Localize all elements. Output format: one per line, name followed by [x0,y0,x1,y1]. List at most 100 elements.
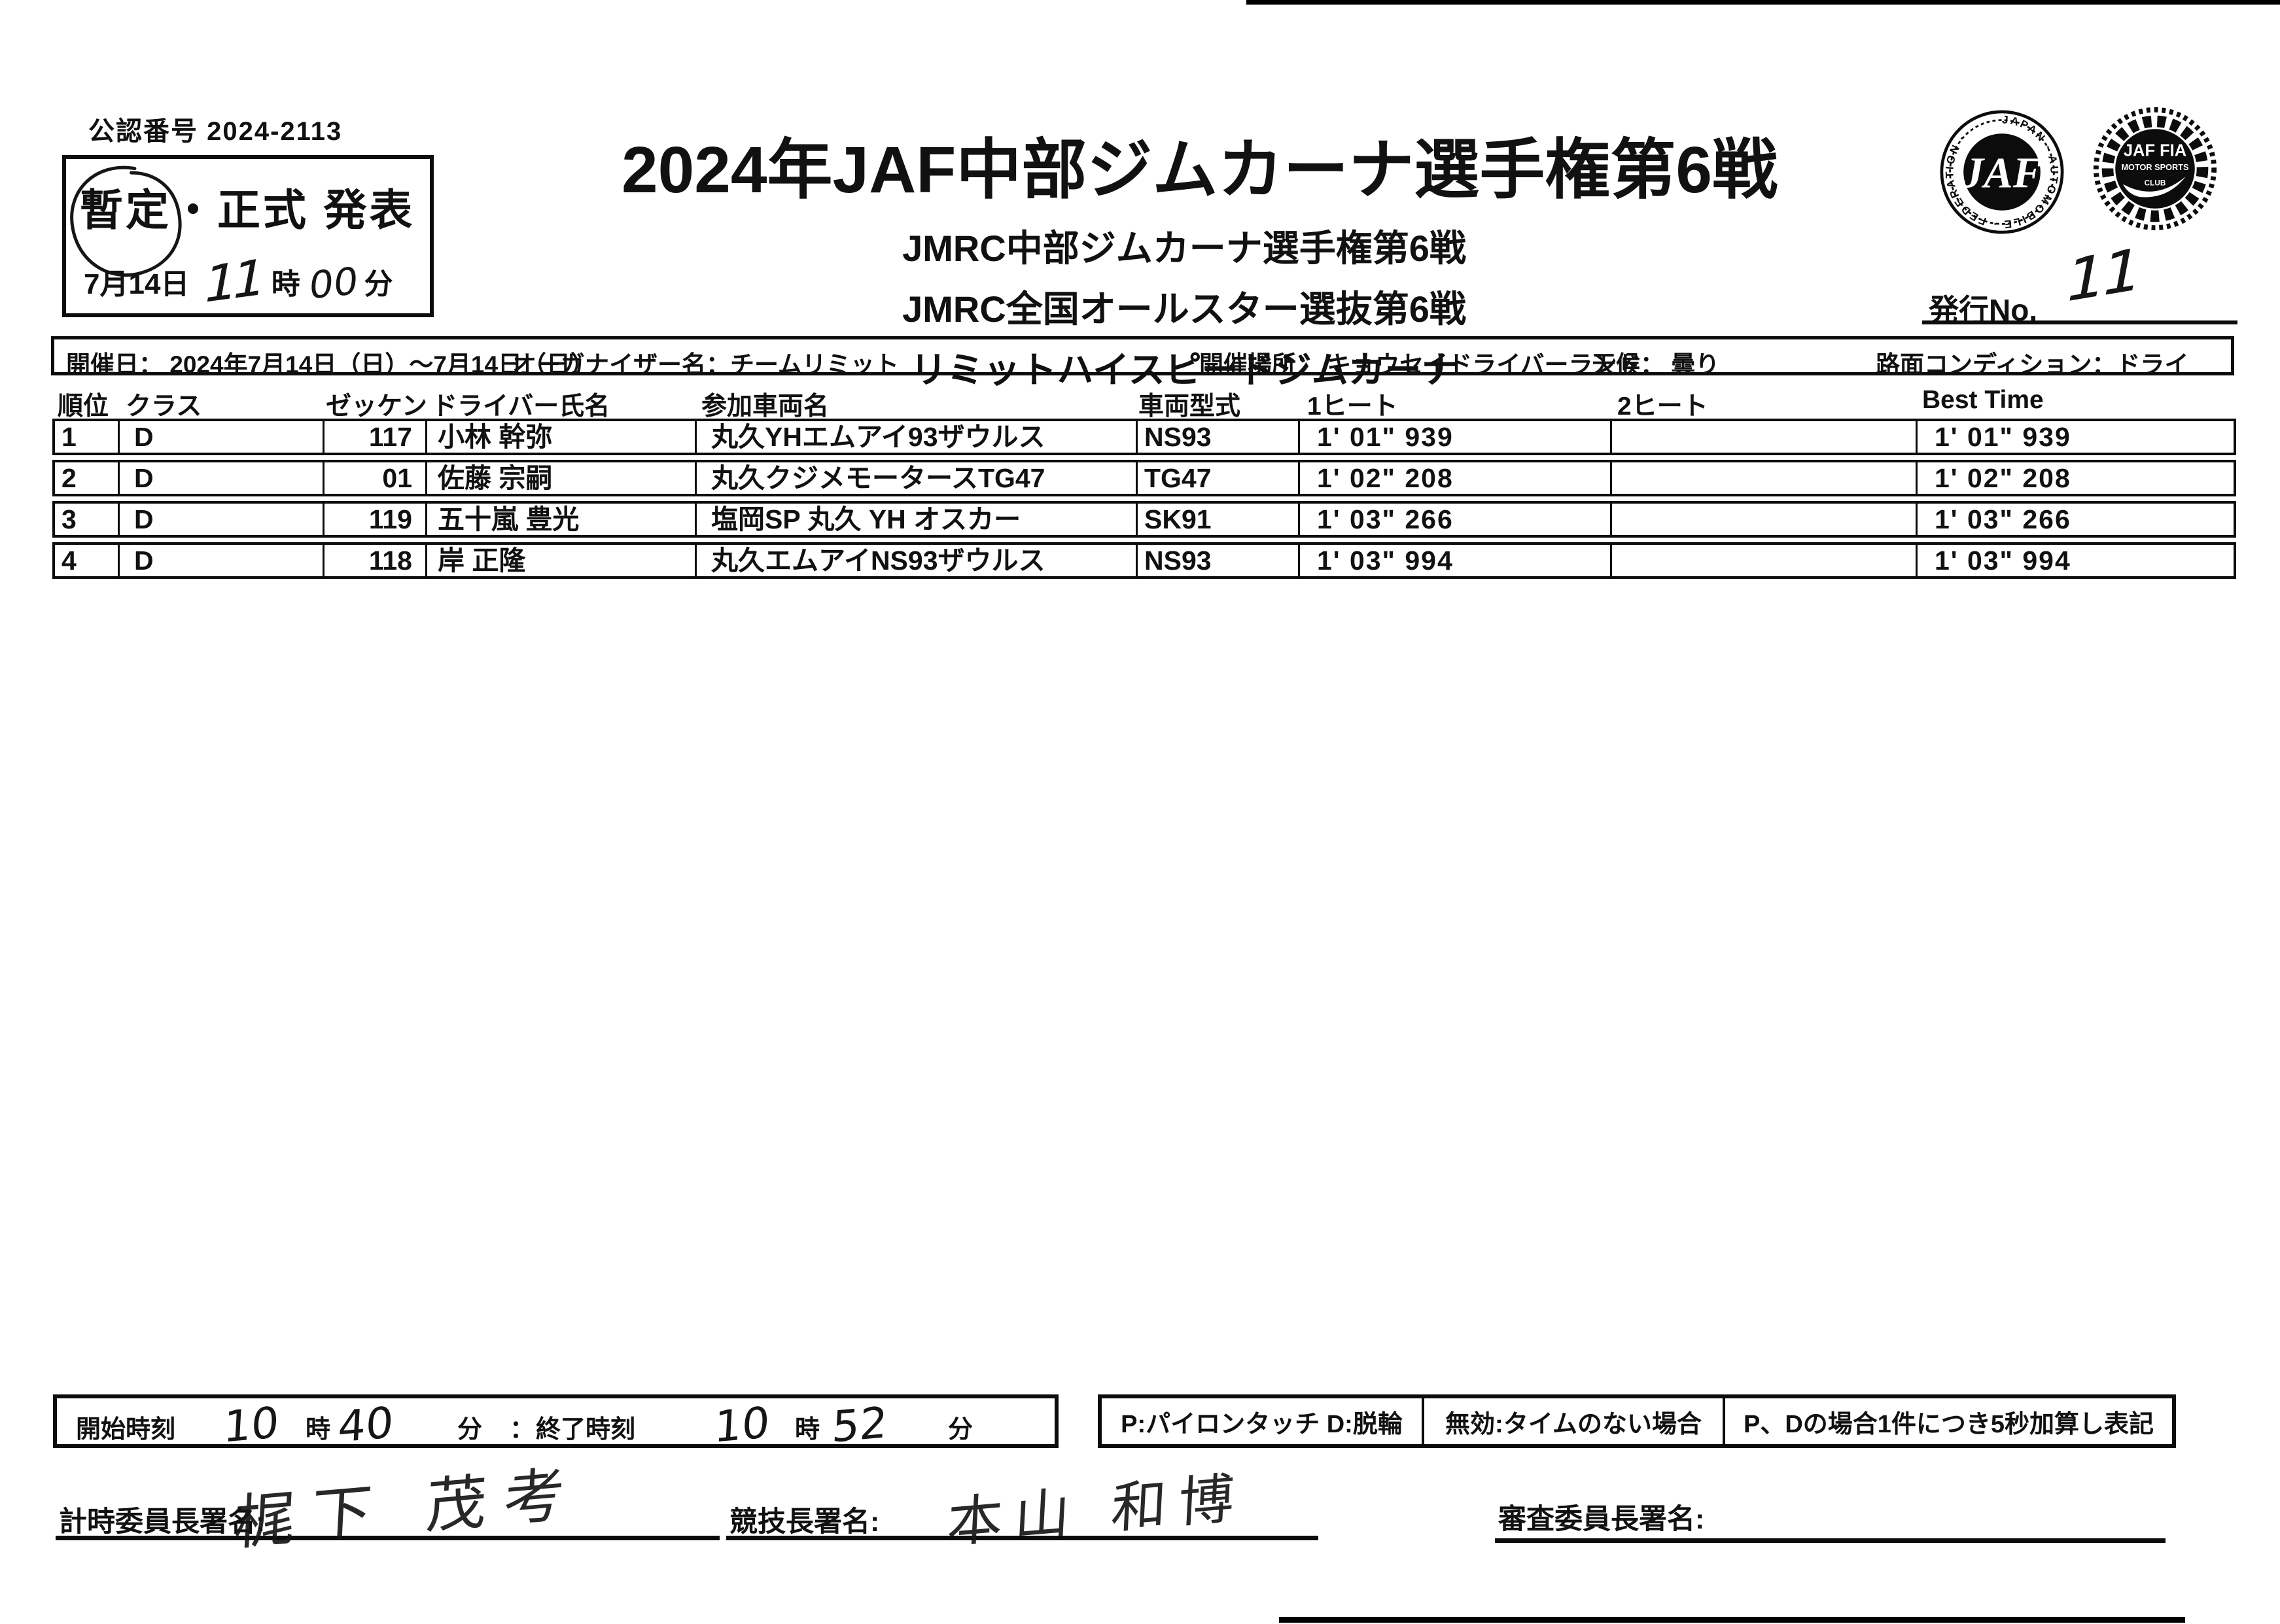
cell-heat2 [1612,545,1918,576]
cell-heat1: 1' 03" 266 [1300,504,1612,535]
svg-text:JAF: JAF [1961,150,2042,198]
start-time-label: 開始時刻 [76,1416,176,1443]
cell-no: 119 [324,504,427,535]
results-table-header: 順位 クラス ゼッケン ドライバー氏名 参加車両名 車両型式 1ヒート 2ヒート… [0,386,2280,421]
event-subtitle-1: JMRC中部ジムカーナ選手権第6戦 [902,228,1466,269]
cell-model: SK91 [1138,504,1300,535]
table-row: 2 D 01 佐藤 宗嗣 丸久クジメモータースTG47 TG47 1' 02" 208 1' … [52,460,2236,496]
cell-car: 丸久クジメモータースTG47 [697,462,1138,494]
badge-club-text: CLUB [2145,179,2166,187]
cell-driver: 佐藤 宗嗣 [427,462,697,494]
jaf-fia-motorsports-badge-icon: JAF FIA MOTOR SPORTS CLUB [2093,107,2217,231]
approval-number: 公認番号 2024-2113 [88,117,343,146]
cell-model: NS93 [1138,421,1300,453]
event-weather: 天候： 曇り [1592,351,1720,378]
cell-best: 1' 03" 266 [1935,504,2071,534]
event-title: 2024年JAF中部ジムカーナ選手権第6戦 [622,133,1778,207]
col-header-class: クラス [126,392,202,421]
cell-no: 118 [324,545,427,576]
status-headline: 暫定・正式 発表 [80,186,415,234]
cell-class: D [120,421,324,453]
start-hour-unit: 時 [306,1416,331,1443]
col-header-heat2: 2ヒート [1617,392,1708,421]
cell-heat1: 1' 03" 994 [1300,545,1612,576]
end-hour-handwritten: 10 [712,1397,771,1453]
issue-no-underline [1922,320,2237,324]
note-penalty-seconds: P、Dの場合1件につき5秒加算し表記 [1743,1410,2154,1438]
col-header-driver: ドライバー氏名 [432,392,610,421]
cell-driver: 小林 幹弥 [427,421,697,453]
scan-artifact-bottom [1279,1617,2185,1623]
table-row: 3 D 119 五十嵐 豊光 塩岡SP 丸久 YH オスカー SK91 1' 03" 266… [52,501,2236,538]
event-date: 開催日： 2024年7月14日（日）～7月14日（日） [66,351,595,378]
penalty-notes-box: P:パイロンタッチ D:脱輪 無効:タイムのない場合 P、Dの場合1件につき5秒… [1098,1394,2176,1448]
timekeeper-signature-handwritten: 梶下 茂考 [232,1459,584,1559]
event-organizer: オーガナイザー名：チームリミット [512,351,899,378]
end-minute-unit: 分 [948,1416,973,1443]
cell-no: 01 [324,462,427,494]
session-time-box: 開始時刻 10 時 40 分 ： 終了時刻 10 時 52 分 [53,1394,1059,1453]
time-separator: ： [510,1416,535,1443]
status-announcement-box [62,155,434,317]
event-venue: 開催場所： キョウセイドライバーランド [1199,351,1641,378]
cell-heat2 [1612,421,1918,453]
results-rows: 1 D 117 小林 幹弥 丸久YHエムアイ93ザウルス NS93 1' 01" 939 1'… [52,419,2236,583]
jaf-badge-icon: JAPAN · AUTOMOBILE · FEDERATION · JAF [1940,110,2064,234]
cell-car: 丸久YHエムアイ93ザウルス [697,421,1138,453]
title-block: 2024年JAF中部ジムカーナ選手権第6戦 JMRC中部ジムカーナ選手権第6戦 … [622,116,1778,394]
event-subtitle-2: JMRC全国オールスター選抜第6戦 [902,288,1466,330]
cell-class: D [120,545,324,576]
col-header-besttime: Best Time [1922,386,2044,414]
announce-time-line: 7月14日 11 時 00 分 [84,249,393,315]
start-minute-handwritten: 40 [336,1397,395,1453]
cell-model: TG47 [1138,462,1300,494]
table-row: 4 D 118 岸 正隆 丸久エムアイNS93ザウルス NS93 1' 03" 994 1' … [52,542,2236,579]
cell-model: NS93 [1138,545,1300,576]
cell-car: 塩岡SP 丸久 YH オスカー [697,504,1138,535]
end-time-label: 終了時刻 [536,1416,636,1443]
col-header-car: 参加車両名 [701,392,830,421]
col-header-model: 車両型式 [1138,392,1241,421]
cell-best: 1' 03" 994 [1935,545,2071,576]
cell-heat1: 1' 01" 939 [1300,421,1612,453]
table-row: 1 D 117 小林 幹弥 丸久YHエムアイ93ザウルス NS93 1' 01" 939 1'… [52,419,2236,455]
cell-heat2 [1612,504,1918,535]
end-minute-handwritten: 52 [830,1397,889,1453]
svg-text:JAF FIA: JAF FIA [2124,141,2186,160]
cell-best: 1' 01" 939 [1935,422,2071,452]
col-header-heat1: 1ヒート [1307,392,1398,421]
col-header-zekken: ゼッケン [326,392,427,421]
minute-unit: 分 [364,268,393,300]
cell-no: 117 [324,421,427,453]
start-minute-unit: 分 [457,1416,483,1443]
cell-driver: 岸 正隆 [427,545,697,576]
steward-chief-signature-label: 審査委員長署名: [1498,1504,1705,1535]
clerk-signature-handwritten: 本山 和博 [945,1465,1248,1555]
event-road-condition: 路面コンディション：ドライ [1876,351,2189,378]
timekeeper-signature-line [56,1536,720,1540]
timekeeper-chief-signature-label: 計時委員長署名: [59,1506,266,1538]
hour-unit: 時 [271,268,300,300]
cell-best: 1' 02" 208 [1935,463,2071,493]
cell-class: D [120,462,324,494]
cell-rank: 3 [55,504,120,535]
cell-class: D [120,504,324,535]
end-hour-unit: 時 [795,1416,820,1443]
col-header-rank: 順位 [58,392,109,421]
start-hour-handwritten: 10 [222,1397,281,1453]
announce-minute-handwritten: 00 [307,258,360,308]
cell-driver: 五十嵐 豊光 [427,504,697,535]
steward-signature-line [1495,1538,2166,1543]
issue-no-handwritten: 11 [2059,235,2145,317]
note-pylon-wheel: P:パイロンタッチ D:脱輪 [1102,1398,1424,1444]
announce-hour-handwritten: 11 [198,249,266,315]
clerk-of-course-signature-label: 競技長署名: [729,1506,880,1538]
cell-rank: 4 [55,545,120,576]
event-subtitle-3: リミットハイスピードジムカーナ [910,349,1458,390]
event-info-box: 開催日： 2024年7月14日（日）～7月14日（日） オーガナイザー名：チーム… [51,336,2234,378]
announce-date: 7月14日 [84,268,190,300]
cell-car: 丸久エムアイNS93ザウルス [697,545,1138,576]
cell-heat1: 1' 02" 208 [1300,462,1612,494]
scan-artifact-top [1246,0,2280,5]
